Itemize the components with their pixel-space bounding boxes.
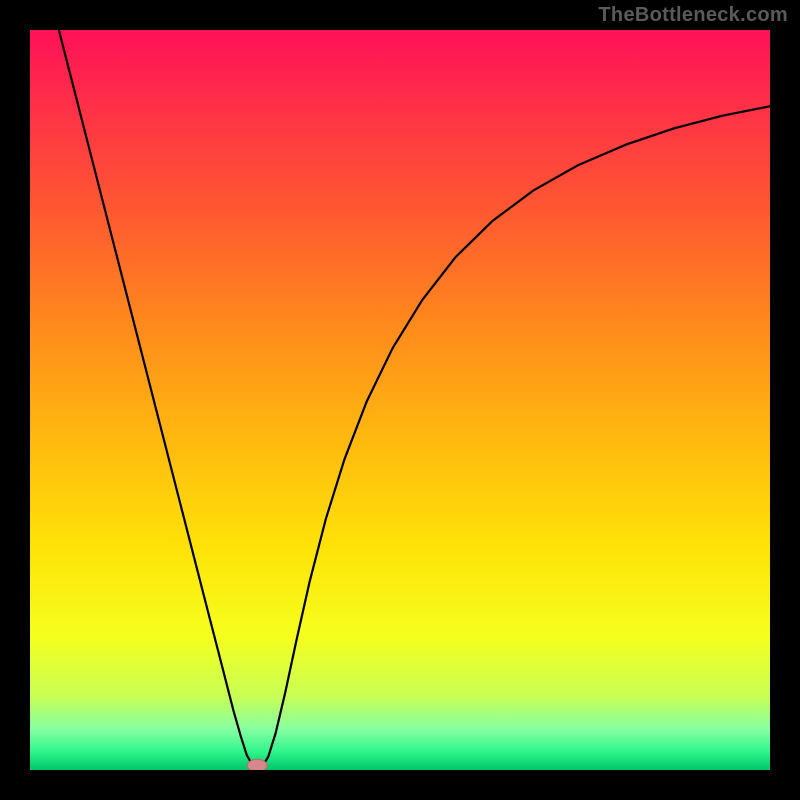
chart-container: TheBottleneck.com: [0, 0, 800, 800]
optimum-marker: [247, 759, 267, 772]
watermark-text: TheBottleneck.com: [598, 4, 788, 27]
gradient-background: [30, 30, 770, 770]
bottleneck-chart: [0, 0, 800, 800]
